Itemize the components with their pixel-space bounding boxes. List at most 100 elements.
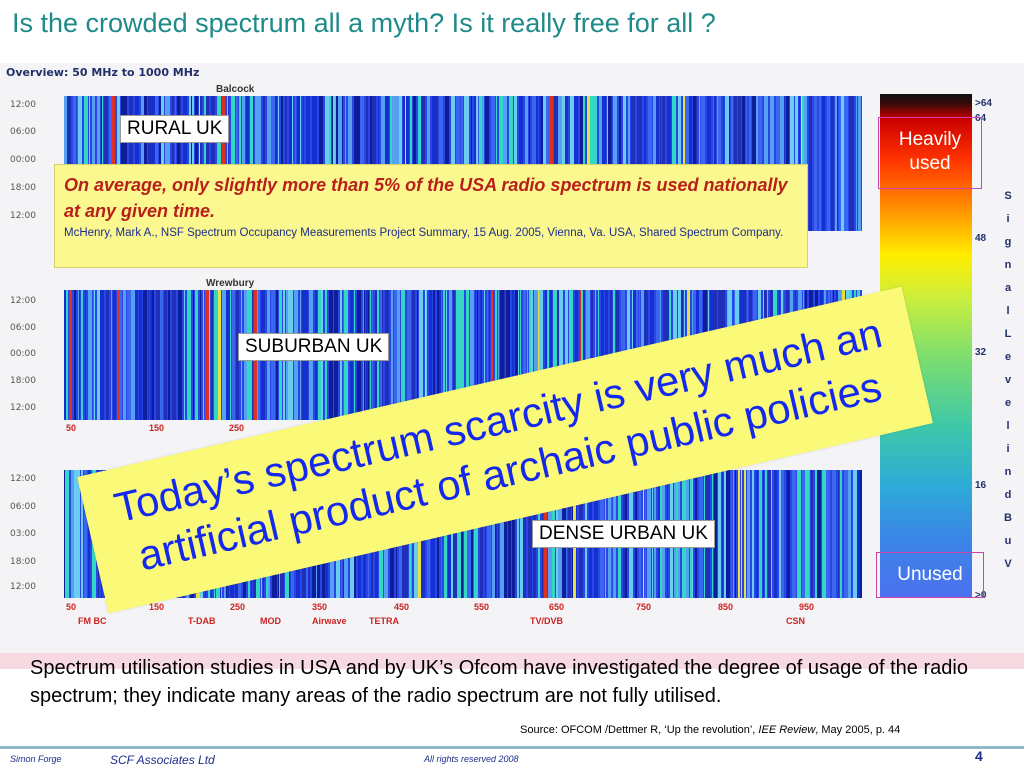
spectrum-stripe (143, 96, 144, 231)
footer-company: SCF Associates Ltd (110, 753, 215, 767)
spectrum-stripe (562, 96, 565, 231)
spectrum-stripe (523, 290, 526, 420)
spectrum-stripe (67, 96, 71, 231)
freq-tick: 450 (394, 602, 410, 612)
spectrum-stripe (203, 290, 204, 420)
spectrum-stripe (527, 290, 528, 420)
spectrum-stripe (792, 470, 796, 598)
spectrum-stripe (852, 96, 854, 231)
spectrum-stripe (385, 96, 389, 231)
spectrum-stripe (776, 96, 780, 231)
spectrum-stripe (741, 470, 742, 598)
scale-label: 32 (975, 347, 987, 358)
spectrum-stripe (496, 470, 497, 598)
spectrum-stripe (227, 96, 228, 231)
spectrum-stripe (161, 96, 164, 231)
spectrum-stripe (193, 290, 194, 420)
site-label-balcock: Balcock (216, 84, 255, 95)
spectrum-stripe (360, 96, 364, 231)
spectrum-stripe (484, 290, 485, 420)
spectrum-stripe (583, 290, 585, 420)
spectrum-stripe (184, 290, 185, 420)
spectrum-stripe (653, 96, 655, 231)
spectrum-stripe (255, 96, 258, 231)
spectrum-stripe (602, 96, 606, 231)
spectrum-stripe (131, 290, 135, 420)
spectrum-stripe (478, 96, 479, 231)
spectrum-stripe (637, 96, 638, 231)
spectrum-stripe (102, 96, 103, 231)
spectrum-stripe (253, 96, 254, 231)
spectrum-stripe (204, 96, 206, 231)
spectrum-stripe (97, 96, 100, 231)
spectrum-stripe (316, 96, 317, 231)
spectrum-stripe (660, 96, 661, 231)
spectrum-stripe (93, 290, 94, 420)
spectrum-stripe (531, 290, 533, 420)
spectrum-stripe (859, 470, 860, 598)
spectrum-stripe (835, 96, 837, 231)
spectrum-stripe (474, 470, 478, 598)
spectrum-stripe (826, 470, 830, 598)
spectrum-stripe (335, 96, 336, 231)
spectrum-stripe (446, 290, 447, 420)
spectrum-stripe (838, 470, 839, 598)
spectrum-stripe (263, 96, 265, 231)
spectrum-stripe (338, 96, 342, 231)
spectrum-stripe (735, 470, 736, 598)
spectrum-stripe (464, 96, 468, 231)
spectrum-stripe (466, 290, 469, 420)
spectrum-stripe (520, 470, 523, 598)
spectrum-stripe (853, 470, 857, 598)
spectrum-stripe (468, 96, 469, 231)
spectrum-stripe (580, 96, 583, 231)
spectrum-stripe (802, 96, 804, 231)
spectrum-stripe (135, 96, 139, 231)
spectrum-stripe (763, 470, 764, 598)
spectrum-stripe (814, 96, 816, 231)
spectrum-stripe (258, 96, 261, 231)
time-tick: 00:00 (10, 155, 36, 165)
spectrum-stripe (832, 470, 836, 598)
scale-label: >64 (975, 98, 992, 109)
spectrum-stripe (827, 96, 830, 231)
spectrum-stripe (575, 290, 578, 420)
spectrum-stripe (585, 290, 586, 420)
spectrum-stripe (841, 96, 844, 231)
spectrum-stripe (143, 290, 147, 420)
axis-letter: v (1004, 374, 1012, 386)
spectrum-stripe (536, 96, 538, 231)
spectrum-stripe (378, 96, 379, 231)
spectrum-stripe (205, 290, 209, 420)
spectrum-stripe (92, 96, 95, 231)
spectrum-stripe (779, 470, 781, 598)
spectrum-stripe (553, 290, 557, 420)
spectrum-stripe (539, 96, 541, 231)
spectrum-stripe (655, 96, 656, 231)
spectrum-stripe (759, 470, 762, 598)
site-label-wrewbury: Wrewbury (206, 278, 255, 289)
spectrum-stripe (366, 96, 368, 231)
spectrum-stripe (123, 290, 126, 420)
spectrum-stripe (498, 290, 499, 420)
legend-heavily-used: Heavily used (878, 117, 982, 189)
spectrum-stripe (503, 96, 507, 231)
spectrum-stripe (306, 96, 310, 231)
spectrum-stripe (395, 96, 399, 231)
spectrum-stripe (292, 96, 293, 231)
spectrum-stripe (113, 290, 116, 420)
spectrum-stripe (200, 290, 201, 420)
time-tick: 18:00 (10, 557, 36, 567)
spectrum-stripe (590, 96, 592, 231)
spectrum-stripe (155, 96, 158, 231)
spectrum-stripe (822, 96, 825, 231)
freq-tick: 250 (229, 423, 245, 433)
spectrum-stripe (112, 96, 115, 231)
spectrum-stripe (217, 96, 221, 231)
spectrum-stripe (495, 470, 496, 598)
spectrum-stripe (164, 290, 167, 420)
spectrum-stripe (731, 96, 733, 231)
spectrum-stripe (648, 96, 652, 231)
spectrum-stripe (491, 96, 495, 231)
spectrum-stripe (104, 96, 108, 231)
